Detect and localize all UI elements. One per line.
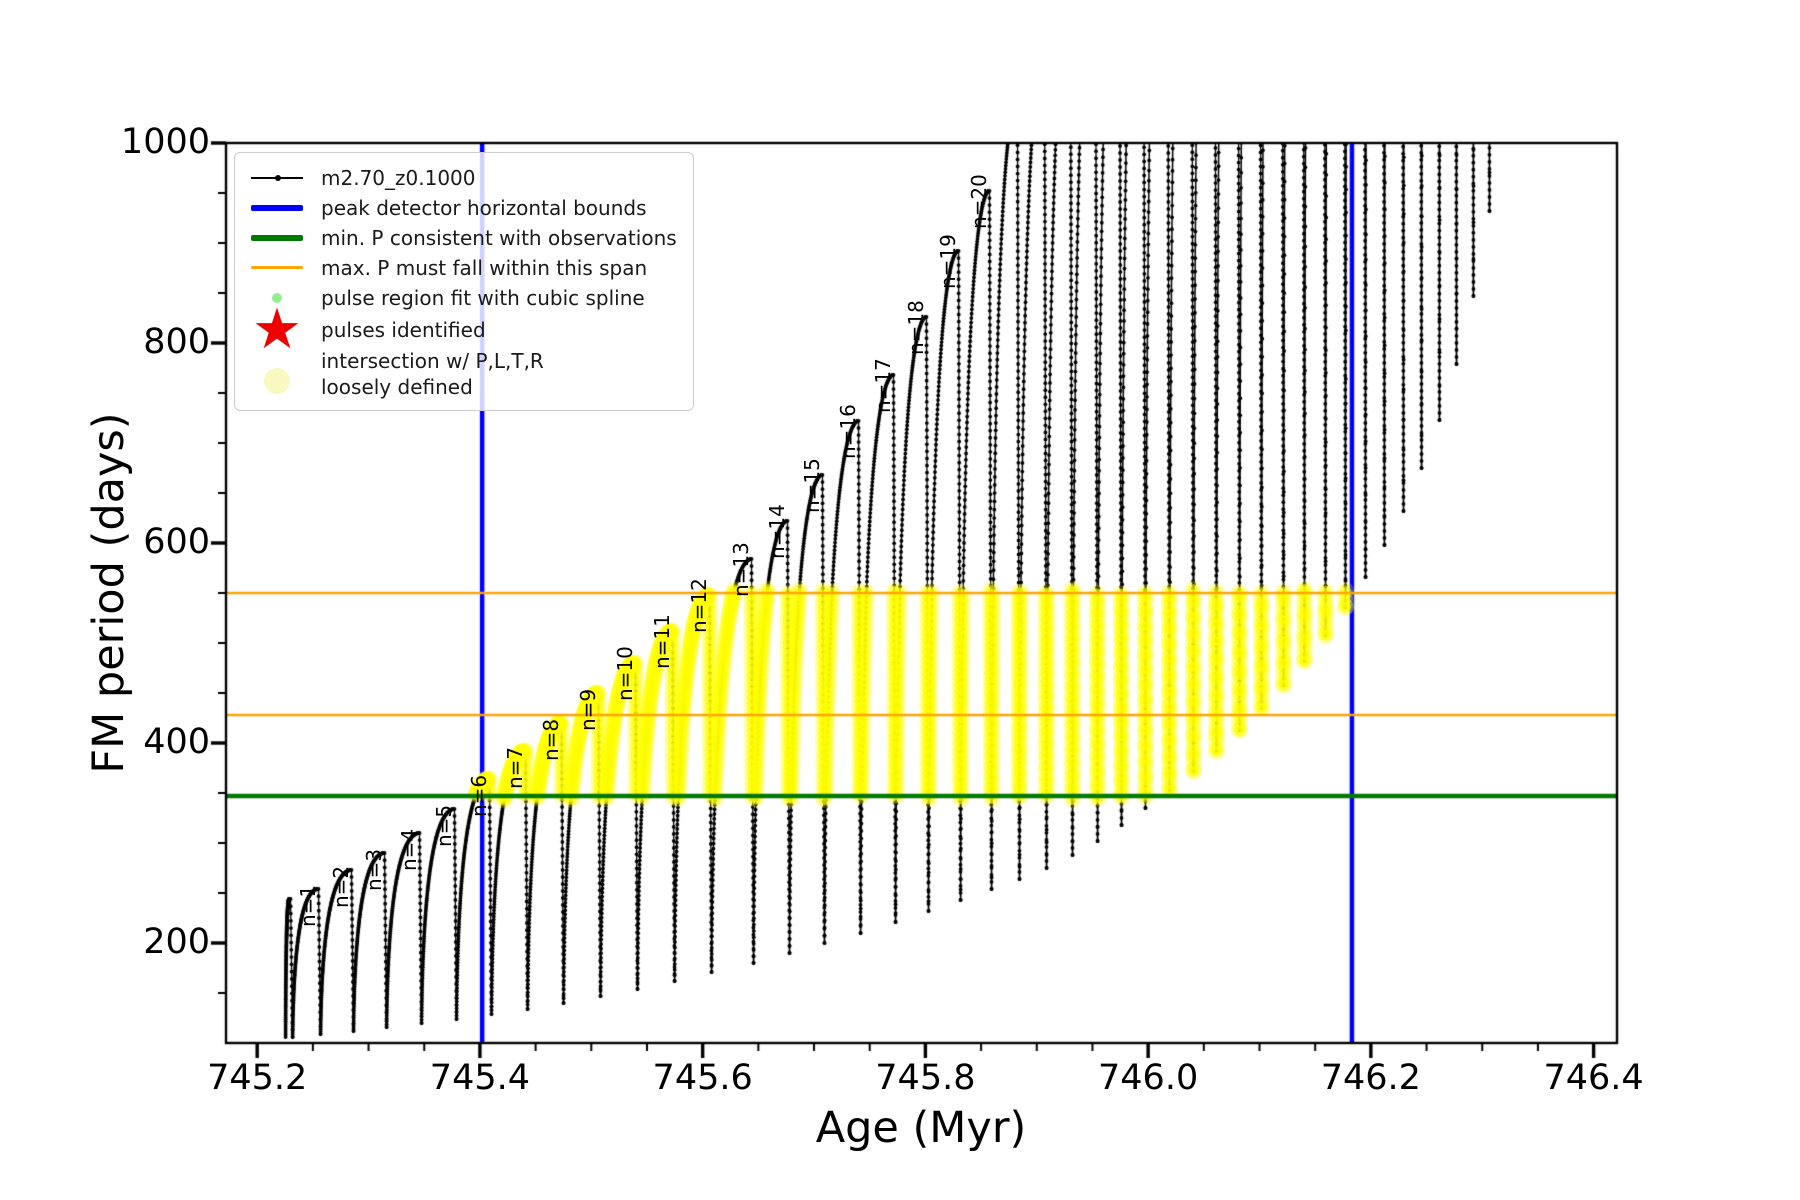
pulse-number-label: n=2 — [328, 865, 353, 908]
pulse-number-label: n=8 — [538, 718, 563, 761]
pulse-number-label: n=13 — [728, 542, 753, 597]
legend-item-label: max. P must fall within this span — [321, 255, 648, 280]
pulse-number-label: n=4 — [397, 828, 421, 871]
pulse-number-label: n=5 — [431, 804, 456, 847]
y-tick-label: 800 — [143, 322, 210, 362]
y-tick-label: 1000 — [120, 122, 210, 162]
legend-item-label: intersection w/ P,L,T,R loosely defined — [321, 349, 544, 399]
x-tick-label: 746.0 — [1098, 1058, 1199, 1098]
pulse-number-label: n=19 — [936, 234, 961, 289]
y-tick-label: 400 — [143, 722, 210, 762]
legend-item: pulse region fit with cubic spline — [247, 283, 677, 312]
pulse-number-label: n=20 — [966, 174, 991, 229]
pulse-number-label: n=15 — [799, 458, 824, 513]
legend-item: min. P consistent with observations — [247, 223, 677, 252]
pulse-number-label: n=18 — [903, 300, 928, 355]
x-tick-label: 745.2 — [207, 1058, 308, 1098]
x-tick-label: 746.2 — [1320, 1058, 1421, 1098]
pulse-number-label: n=1 — [295, 884, 320, 927]
pulse-number-label: n=9 — [575, 688, 600, 731]
x-tick-label: 745.4 — [429, 1058, 530, 1098]
legend-item-label: min. P consistent with observations — [321, 225, 677, 250]
x-axis-label: Age (Myr) — [815, 1103, 1027, 1153]
y-tick-label: 600 — [143, 522, 210, 562]
pulse-number-label: n=17 — [870, 358, 895, 413]
legend-item-label: pulses identified — [321, 318, 486, 342]
marker-dot-icon — [247, 292, 307, 303]
star-icon: ★ — [251, 297, 303, 362]
y-axis-label: FM period (days) — [84, 412, 134, 774]
series-line-icon — [247, 174, 307, 181]
pulse-number-label: n=14 — [764, 504, 789, 559]
pulse-number-label: n=3 — [362, 848, 387, 891]
legend-item-label: peak detector horizontal bounds — [321, 195, 647, 220]
x-tick-label: 745.6 — [652, 1058, 753, 1098]
reference-line-icon — [247, 204, 307, 211]
reference-line-icon — [247, 266, 307, 269]
y-tick-label: 200 — [143, 922, 210, 962]
pulse-number-label: n=12 — [687, 578, 711, 633]
legend-item: ★ pulses identified — [247, 297, 677, 362]
legend-item: peak detector horizontal bounds — [247, 193, 677, 222]
pulse-number-label: n=7 — [503, 746, 528, 789]
reference-line-icon — [247, 234, 307, 241]
pulse-number-label: n=16 — [836, 404, 861, 459]
legend-item-label: pulse region fit with cubic spline — [321, 285, 645, 310]
legend-item: m2.70_z0.1000 — [247, 163, 677, 192]
pulse-number-label: n=10 — [612, 646, 637, 701]
legend-item-label: m2.70_z0.1000 — [321, 165, 476, 190]
legend-item: max. P must fall within this span — [247, 253, 677, 282]
x-tick-label: 746.4 — [1543, 1058, 1644, 1098]
pulse-number-label: n=11 — [650, 614, 675, 669]
x-tick-label: 745.8 — [875, 1058, 976, 1098]
marker-dot-icon — [247, 368, 307, 394]
legend-item: intersection w/ P,L,T,R loosely defined — [247, 348, 677, 400]
pulse-number-label: n=6 — [466, 774, 491, 817]
